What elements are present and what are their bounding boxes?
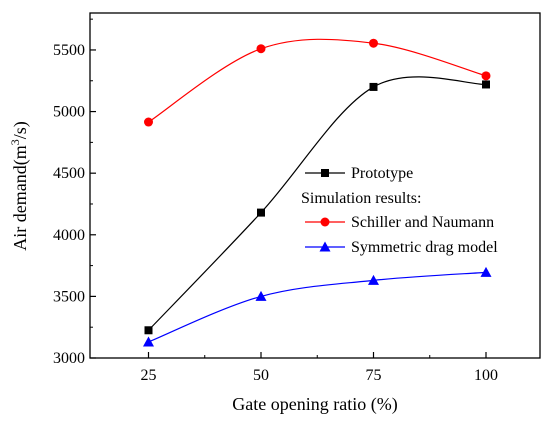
x-tick-label: 50 (253, 367, 269, 384)
data-point (257, 208, 265, 217)
data-point (255, 290, 267, 301)
y-tick-label: 4500 (53, 165, 85, 182)
data-point (369, 82, 378, 91)
legend-header: Simulation results: (301, 190, 421, 207)
data-point (368, 274, 379, 285)
data-point (480, 266, 492, 277)
y-tick-label: 5500 (53, 42, 85, 59)
series-1 (144, 76, 490, 335)
legend-marker (321, 169, 329, 177)
y-axis-title: Air demand(m3/s) (8, 121, 31, 250)
y-tick-label: 5000 (53, 104, 85, 121)
data-point (143, 336, 154, 347)
data-point (256, 44, 266, 54)
legend-label: Prototype (351, 165, 413, 182)
x-tick-label: 75 (366, 367, 382, 384)
plot-frame (89, 12, 541, 359)
x-axis-title: Gate opening ratio (%) (232, 394, 397, 415)
series-line (148, 38, 487, 123)
legend-item: Symmetric drag model (305, 239, 498, 256)
legend-item: Prototype (305, 165, 413, 182)
y-tick-label: 3000 (53, 350, 85, 367)
x-tick-label: 100 (474, 367, 498, 384)
series-2 (144, 38, 491, 127)
series-layer (143, 38, 492, 347)
legend: Prototype Simulation results: Schiller and… (301, 165, 498, 256)
data-point (144, 117, 153, 127)
legend-item: Schiller and Naumann (305, 214, 494, 231)
legend-marker (320, 217, 330, 227)
legend-marker (319, 241, 331, 252)
data-point (481, 71, 491, 81)
y-axis-title-sup: 3 (8, 139, 22, 145)
y-axis-title-tail: /s) (10, 121, 31, 139)
series-line (148, 76, 487, 331)
y-axis-title-main: Air demand(m (10, 145, 31, 250)
y-tick-label: 4000 (53, 227, 85, 244)
x-tick-label: 25 (141, 367, 157, 384)
legend-label: Symmetric drag model (351, 239, 498, 256)
ticks: 25 50 75 100 3000 3500 4000 4500 5000 5500 (53, 18, 498, 384)
y-tick-label: 3500 (53, 288, 85, 305)
series-3 (143, 266, 492, 347)
data-point (144, 326, 153, 335)
data-point (482, 80, 490, 89)
data-point (369, 38, 378, 48)
series-line (148, 271, 487, 343)
legend-label: Schiller and Naumann (351, 214, 494, 231)
